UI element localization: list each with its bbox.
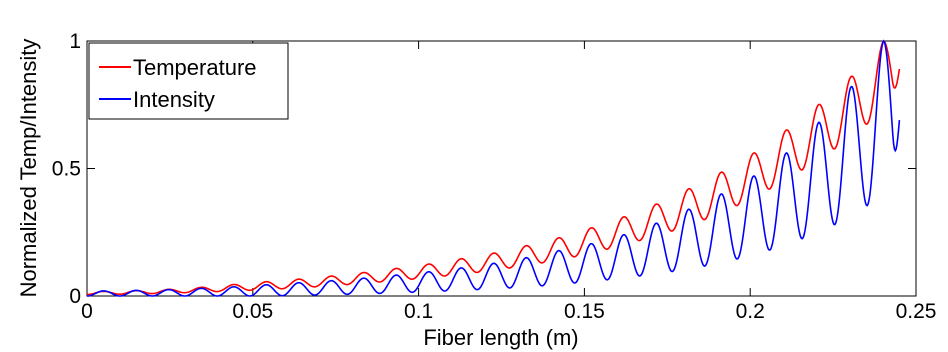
- x-tick-label: 0.15: [564, 300, 605, 323]
- series-layer: [86, 39, 901, 297]
- x-tick-label: 0: [81, 300, 93, 323]
- legend-intensity-label: Intensity: [133, 87, 215, 112]
- x-axis-label: Fiber length (m): [423, 325, 578, 350]
- legend: Temperature Intensity: [88, 42, 289, 120]
- legend-temperature-label: Temperature: [133, 55, 257, 80]
- y-axis-label: Normalized Temp/Intensity: [16, 39, 41, 298]
- y-tick-label: 0: [69, 285, 81, 308]
- y-tick-label: 1: [69, 30, 81, 53]
- x-tick-label: 0.2: [736, 300, 765, 323]
- legend-box: [88, 42, 289, 120]
- x-tick-label: 0.1: [404, 300, 433, 323]
- y-tick-label: 0.5: [52, 158, 81, 181]
- series-temperature-line: [86, 39, 901, 296]
- x-tick-label: 0.05: [232, 300, 273, 323]
- series-intensity-line: [87, 39, 901, 297]
- ticks: 0 0.05 0.1 0.15 0.2 0.25 0 0.5 1: [52, 30, 937, 323]
- x-tick-label: 0.25: [896, 300, 937, 323]
